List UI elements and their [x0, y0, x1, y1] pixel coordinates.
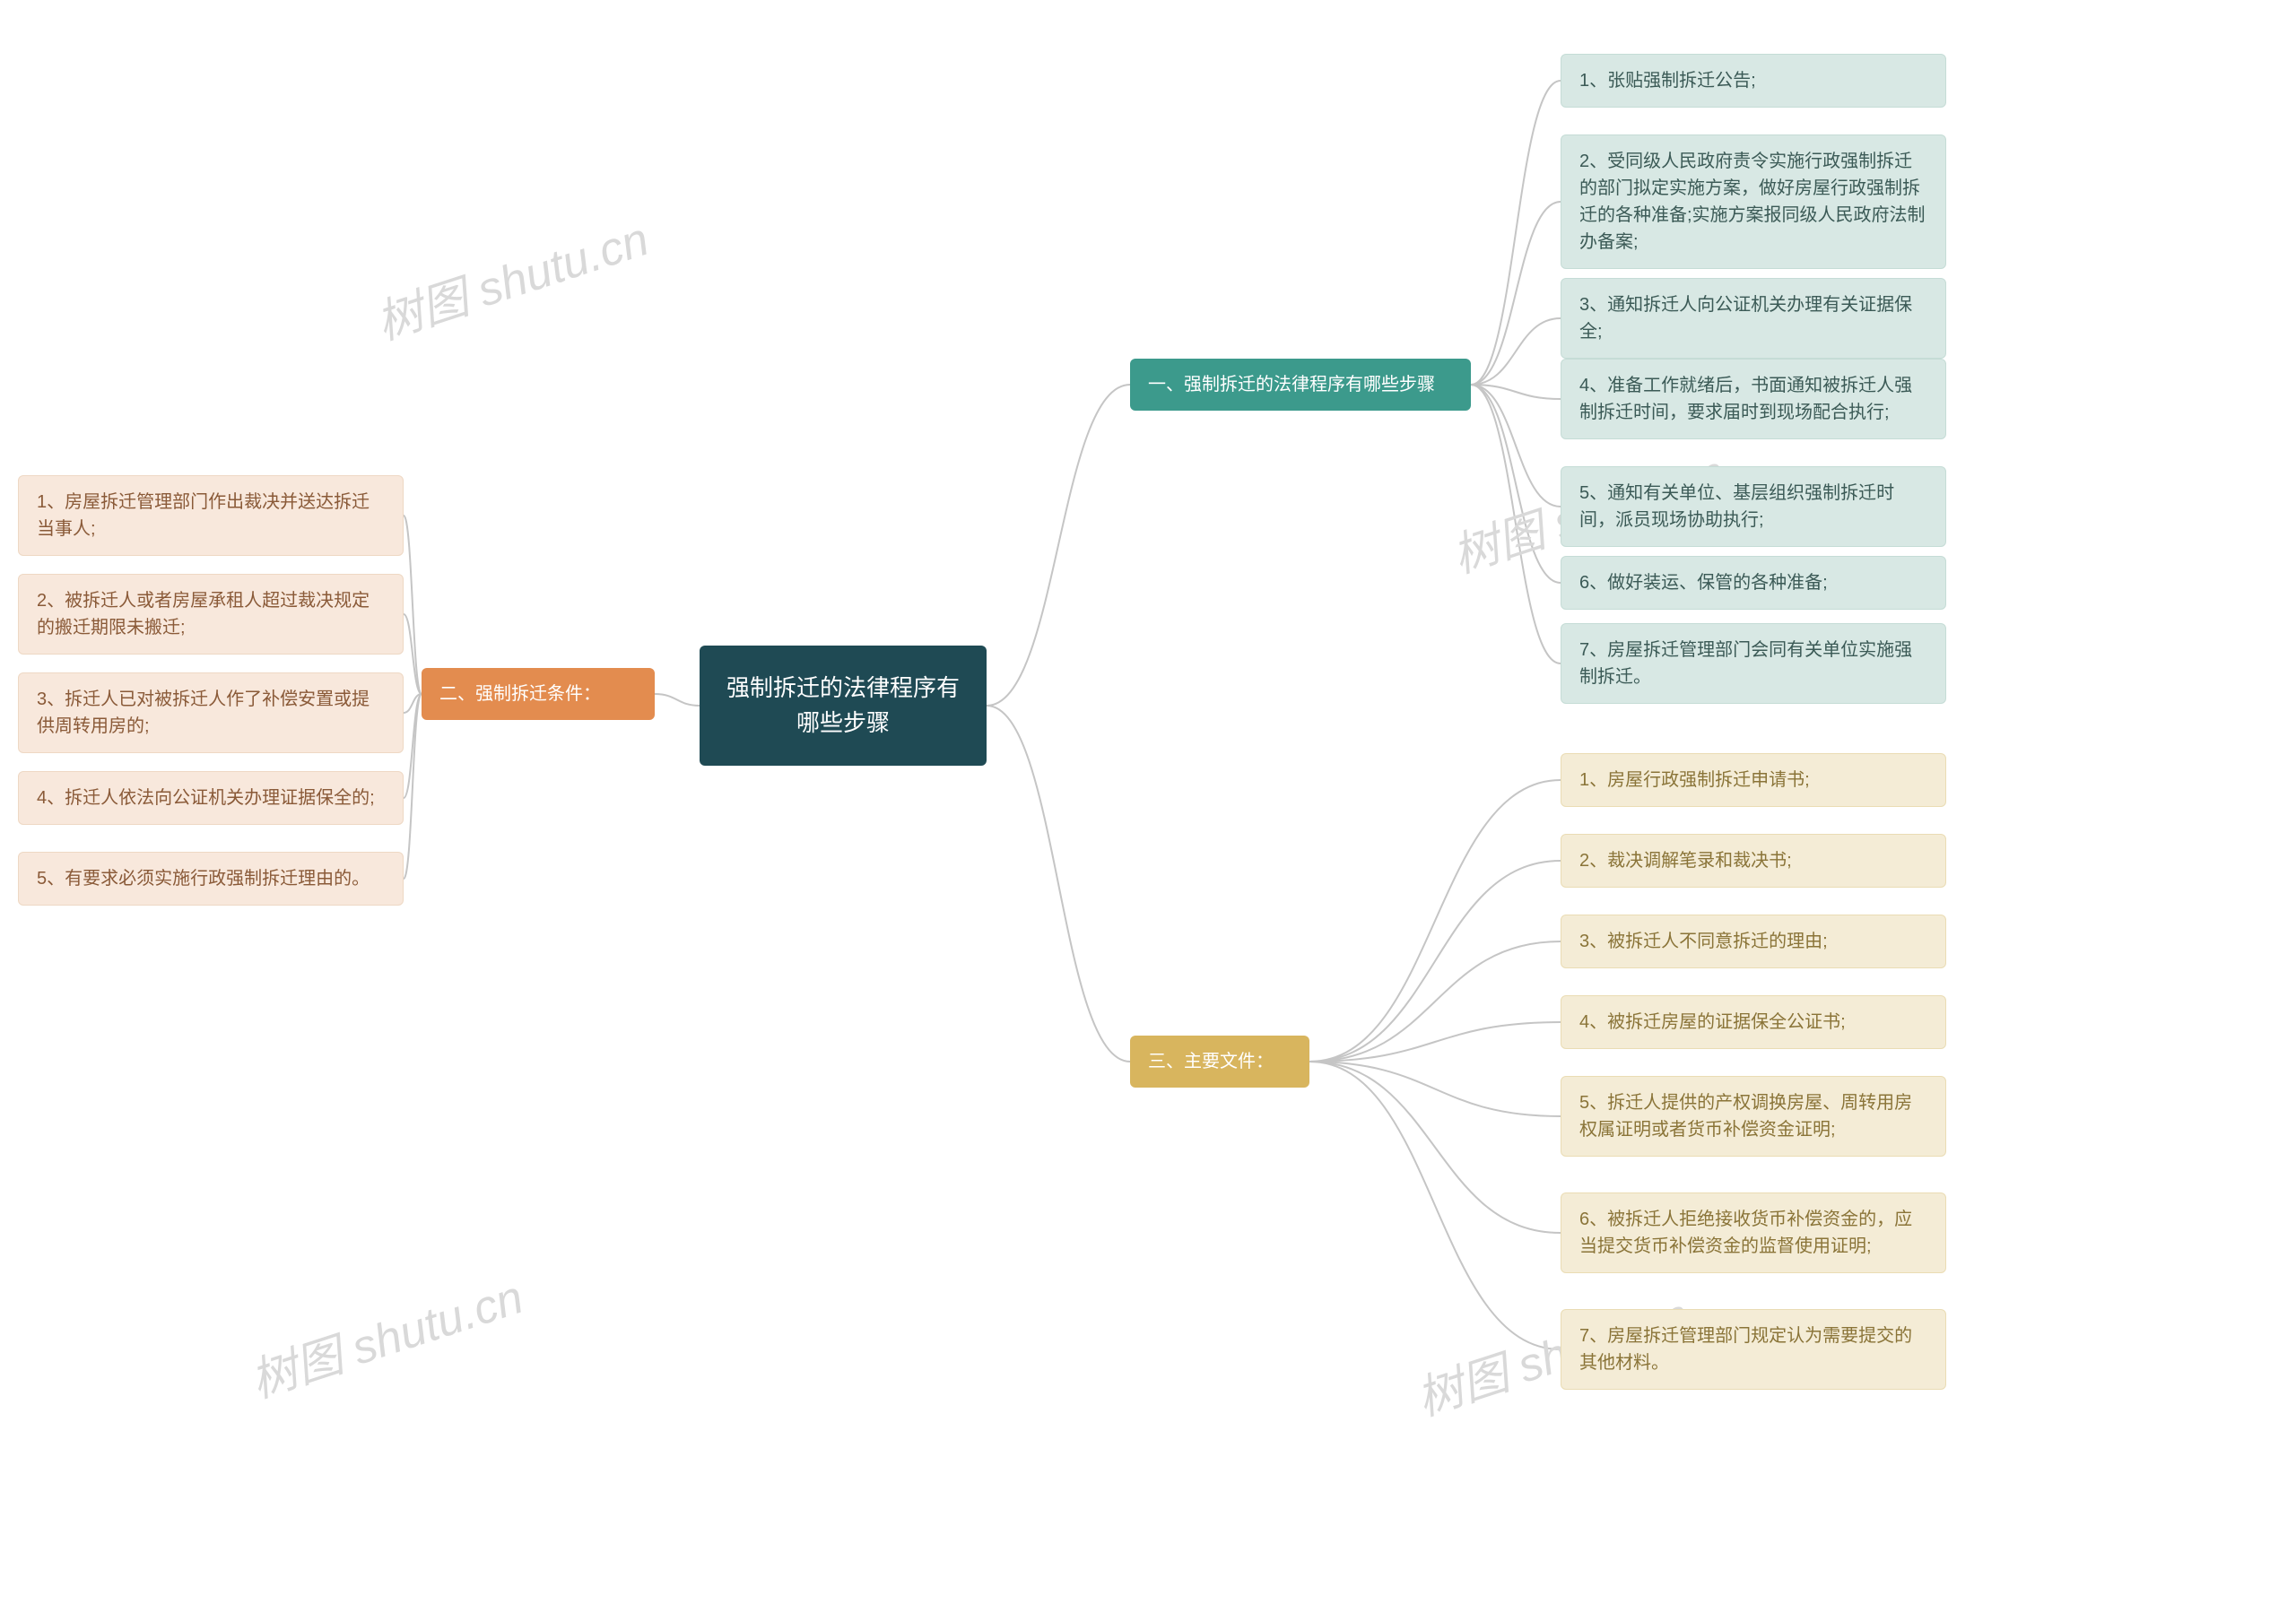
b1leaves-item: 4、准备工作就绪后，书面通知被拆迁人强制拆迁时间，要求届时到现场配合执行; — [1561, 359, 1946, 439]
b3leaves-item: 1、房屋行政强制拆迁申请书; — [1561, 753, 1946, 807]
b1leaves-item: 7、房屋拆迁管理部门会同有关单位实施强制拆迁。 — [1561, 623, 1946, 704]
b3leaves-item: 7、房屋拆迁管理部门规定认为需要提交的其他材料。 — [1561, 1309, 1946, 1390]
b3leaves-item: 6、被拆迁人拒绝接收货币补偿资金的，应当提交货币补偿资金的监督使用证明; — [1561, 1192, 1946, 1273]
b1leaves-item: 6、做好装运、保管的各种准备; — [1561, 556, 1946, 610]
root-node: 强制拆迁的法律程序有哪些步骤 — [700, 646, 987, 766]
b2leaves-item: 1、房屋拆迁管理部门作出裁决并送达拆迁当事人; — [18, 475, 404, 556]
b2leaves-item: 3、拆迁人已对被拆迁人作了补偿安置或提供周转用房的; — [18, 672, 404, 753]
b2leaves-item: 4、拆迁人依法向公证机关办理证据保全的; — [18, 771, 404, 825]
b1leaves-item: 1、张贴强制拆迁公告; — [1561, 54, 1946, 108]
b1leaves-item: 5、通知有关单位、基层组织强制拆迁时间，派员现场协助执行; — [1561, 466, 1946, 547]
watermark: 树图 shutu.cn — [366, 201, 656, 352]
watermark: 树图 shutu.cn — [240, 1259, 530, 1410]
b3leaves-item: 3、被拆迁人不同意拆迁的理由; — [1561, 915, 1946, 968]
branch3-main: 三、主要文件： — [1130, 1036, 1309, 1088]
b1leaves-item: 2、受同级人民政府责令实施行政强制拆迁的部门拟定实施方案，做好房屋行政强制拆迁的… — [1561, 134, 1946, 269]
b2leaves-item: 2、被拆迁人或者房屋承租人超过裁决规定的搬迁期限未搬迁; — [18, 574, 404, 655]
b3leaves-item: 5、拆迁人提供的产权调换房屋、周转用房权属证明或者货币补偿资金证明; — [1561, 1076, 1946, 1157]
b2leaves-item: 5、有要求必须实施行政强制拆迁理由的。 — [18, 852, 404, 906]
b3leaves-item: 2、裁决调解笔录和裁决书; — [1561, 834, 1946, 888]
branch2-main: 二、强制拆迁条件： — [422, 668, 655, 720]
b1leaves-item: 3、通知拆迁人向公证机关办理有关证据保全; — [1561, 278, 1946, 359]
branch1-main: 一、强制拆迁的法律程序有哪些步骤 — [1130, 359, 1471, 411]
b3leaves-item: 4、被拆迁房屋的证据保全公证书; — [1561, 995, 1946, 1049]
